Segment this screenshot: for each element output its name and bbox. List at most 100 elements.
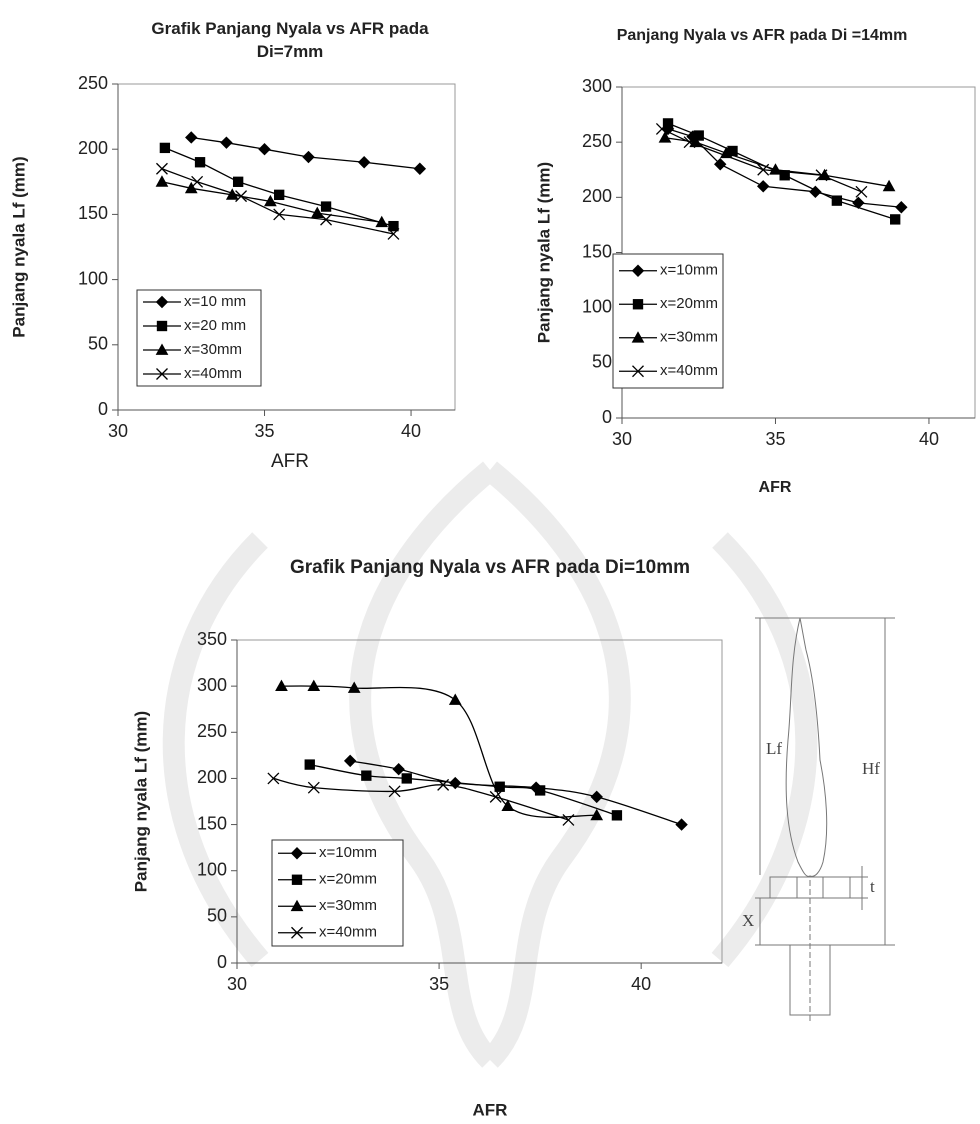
x-tick-label: 30 — [108, 421, 128, 441]
legend-marker — [291, 874, 303, 885]
x-tick-label: 35 — [255, 421, 275, 441]
y-tick-label: 150 — [78, 203, 108, 223]
data-point — [220, 136, 233, 149]
legend-label: x=10mm — [660, 262, 718, 279]
legend-marker — [156, 320, 168, 332]
y-tick-label: 200 — [197, 767, 227, 787]
y-tick-label: 100 — [582, 296, 612, 316]
data-point — [611, 810, 623, 821]
series-line — [164, 147, 394, 227]
data-point — [310, 206, 324, 218]
x-label: X — [742, 911, 754, 930]
series-line — [281, 685, 597, 819]
legend-label: x=40mm — [319, 924, 377, 941]
data-point — [437, 778, 450, 791]
y-tick-label: 0 — [98, 399, 108, 419]
data-point — [267, 772, 280, 785]
x-tick-label: 30 — [612, 429, 632, 449]
x-axis-label: AFR — [759, 479, 792, 496]
legend-label: x=10 mm — [184, 293, 246, 310]
data-point — [264, 194, 277, 207]
y-tick-label: 0 — [602, 407, 612, 427]
data-point — [361, 770, 372, 781]
data-point — [273, 208, 286, 221]
title-box: Panjang Nyala vs AFR pada Di =14mm — [617, 27, 908, 44]
legend-label: x=40mm — [184, 365, 242, 382]
data-point — [757, 163, 770, 176]
data-point — [343, 754, 357, 768]
data-point — [852, 196, 865, 210]
watermark — [162, 461, 818, 1068]
data-point — [501, 799, 515, 812]
flame — [785, 617, 828, 877]
data-point — [388, 785, 401, 798]
y-tick-label: 150 — [197, 813, 227, 833]
data-point — [159, 142, 171, 154]
watermark-stroke — [162, 532, 269, 968]
data-point — [275, 679, 288, 692]
y-tick-label: 200 — [582, 186, 612, 206]
data-point — [387, 228, 400, 240]
data-point — [273, 189, 285, 201]
data-point — [756, 180, 770, 193]
title-box: Grafik Panjang Nyala vs AFR pada Di=7mm — [151, 19, 429, 61]
data-point — [302, 150, 315, 164]
legend-label: x=20mm — [660, 295, 718, 312]
legend-marker — [632, 365, 644, 378]
legend-marker — [291, 926, 303, 939]
legend-label: x=30mm — [184, 341, 242, 358]
y-axis-label: Panjang nyala Lf (mm) — [9, 156, 28, 337]
data-point — [815, 169, 828, 182]
data-point — [401, 773, 412, 784]
series-line — [273, 777, 569, 821]
series-line — [161, 168, 394, 235]
data-point — [304, 759, 315, 770]
data-point — [534, 785, 546, 796]
legend-marker — [155, 295, 169, 309]
watermark-stroke — [481, 461, 631, 1068]
legend-marker — [631, 331, 645, 343]
data-point — [307, 679, 321, 692]
data-point — [675, 818, 688, 831]
chart-title: Grafik Panjang Nyala vs AFR pada Di=10mm — [289, 557, 691, 578]
x-tick-label: 40 — [631, 974, 651, 994]
x-tick-label: 35 — [765, 429, 785, 449]
legend-box — [612, 253, 724, 389]
data-point — [375, 215, 389, 228]
data-point — [258, 142, 271, 156]
data-point — [320, 213, 333, 226]
legend-label: x=20mm — [319, 871, 377, 888]
y-tick-label: 50 — [88, 334, 108, 354]
data-point — [307, 781, 320, 794]
x-tick-label: 30 — [227, 974, 247, 994]
legend-marker — [290, 847, 304, 860]
series-line — [191, 136, 420, 170]
y-tick-label: 300 — [197, 675, 227, 695]
data-point — [347, 681, 361, 693]
data-point — [388, 220, 399, 232]
y-tick-label: 300 — [582, 76, 612, 96]
data-point — [155, 162, 168, 175]
y-tick-label: 50 — [207, 906, 227, 926]
x-tick-label: 40 — [919, 429, 939, 449]
t-label: t — [870, 877, 875, 896]
hf-label: Hf — [862, 759, 880, 778]
x-tick-label: 35 — [429, 974, 449, 994]
data-point — [191, 175, 204, 188]
y-tick-label: 100 — [197, 859, 227, 879]
data-point — [562, 813, 575, 826]
data-point — [194, 157, 206, 168]
y-tick-label: 100 — [78, 268, 108, 288]
y-tick-label: 200 — [78, 138, 108, 158]
legend-label: x=40mm — [660, 362, 718, 379]
data-point — [590, 790, 603, 804]
chart-title: Grafik Panjang Nyala vs AFR pada Di=7mm — [151, 19, 429, 61]
legend-marker — [155, 343, 169, 355]
data-point — [413, 162, 427, 175]
data-point — [683, 136, 696, 149]
x-axis-label: AFR — [473, 1100, 508, 1119]
data-point — [155, 175, 169, 187]
legend-marker — [156, 368, 168, 380]
data-point — [693, 130, 704, 141]
